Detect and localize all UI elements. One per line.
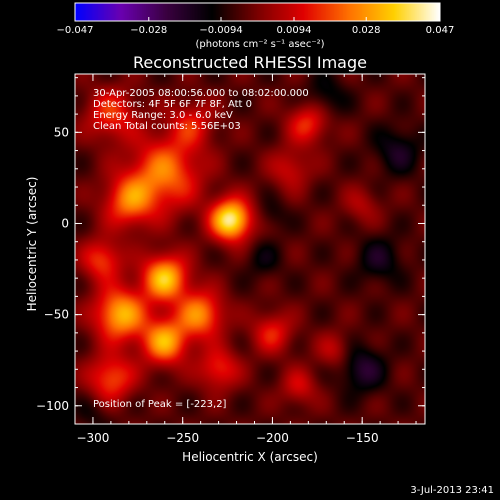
x-tick-label: −300 bbox=[76, 431, 109, 445]
heatmap-image bbox=[75, 74, 425, 424]
peak-position-label: Position of Peak = [-223,2] bbox=[93, 399, 227, 410]
y-tick-label: 0 bbox=[61, 216, 69, 230]
colorbar-units: (photons cm⁻² s⁻¹ asec⁻²) bbox=[195, 39, 325, 50]
colorbar-tick-label: 0.047 bbox=[426, 25, 455, 36]
y-tick-label: −100 bbox=[36, 399, 69, 413]
date-stamp: 3-Jul-2013 23:41 bbox=[410, 485, 494, 496]
x-tick-label: −200 bbox=[256, 431, 289, 445]
annotation-time-range: 30-Apr-2005 08:00:56.000 to 08:02:00.000 bbox=[93, 88, 309, 99]
y-tick-label: 50 bbox=[54, 125, 69, 139]
x-axis-label: Heliocentric X (arcsec) bbox=[182, 450, 318, 464]
colorbar-axis: −0.047 −0.028 −0.0094 0.0094 0.028 0.047 bbox=[56, 2, 455, 36]
colorbar-tick-label: 0.0094 bbox=[277, 25, 312, 36]
colorbar-tick-label: −0.0094 bbox=[199, 25, 242, 36]
annotation-clean-counts: Clean Total counts: 5.56E+03 bbox=[93, 121, 241, 132]
annotation-detectors: Detectors: 4F 5F 6F 7F 8F, Att 0 bbox=[93, 99, 253, 110]
x-tick-label: −150 bbox=[346, 431, 379, 445]
colorbar-tick-label: −0.047 bbox=[56, 25, 93, 36]
chart-title: Reconstructed RHESSI Image bbox=[133, 53, 367, 72]
colorbar-tick-label: −0.028 bbox=[130, 25, 167, 36]
plot-frame bbox=[74, 73, 426, 425]
annotation-energy-range: Energy Range: 3.0 - 6.0 keV bbox=[93, 110, 233, 121]
colorbar-tick-label: 0.028 bbox=[352, 25, 381, 36]
colorbar bbox=[75, 3, 440, 21]
y-axis-label: Heliocentric Y (arcsec) bbox=[25, 176, 39, 312]
colorbar-frame bbox=[74, 2, 441, 22]
x-tick-label: −250 bbox=[166, 431, 199, 445]
y-tick-label: −50 bbox=[44, 308, 69, 322]
